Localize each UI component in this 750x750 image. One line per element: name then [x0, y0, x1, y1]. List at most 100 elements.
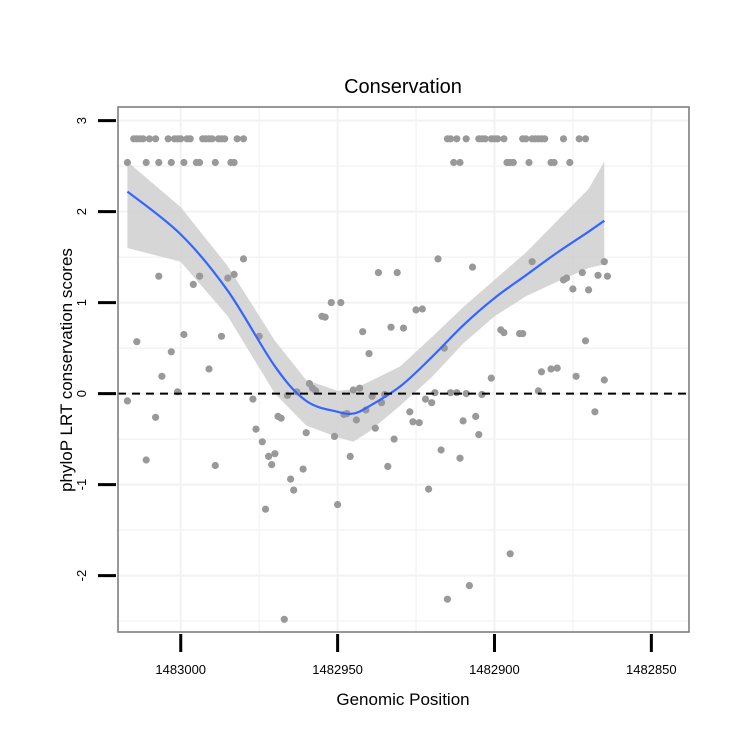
loess-fit-line: [126, 190, 605, 416]
data-point: [525, 158, 533, 167]
y-axis-title: phyloP LRT conservation scores: [57, 248, 76, 492]
data-point: [224, 274, 232, 282]
data-point: [506, 550, 514, 558]
data-point: [600, 258, 608, 266]
panel-border: [117, 106, 690, 633]
data-point: [500, 329, 508, 337]
data-point: [462, 135, 470, 143]
data-point: [359, 328, 367, 336]
data-point: [211, 461, 219, 470]
data-point: [509, 158, 517, 167]
data-point: [434, 255, 442, 263]
data-point: [390, 435, 398, 443]
data-point: [409, 418, 417, 426]
data-point: [591, 408, 599, 416]
y-tick-label: -1: [74, 479, 89, 491]
x-tick-label: 1482900: [469, 662, 520, 677]
data-point: [145, 135, 153, 143]
data-point: [239, 255, 248, 263]
data-point: [302, 429, 310, 437]
data-point: [500, 135, 508, 143]
confidence-ribbon-layer: [127, 161, 605, 442]
data-point: [290, 486, 298, 494]
data-point: [249, 395, 257, 403]
data-point: [425, 485, 433, 493]
data-point: [217, 332, 226, 340]
data-point: [563, 274, 571, 282]
data-point: [180, 158, 188, 167]
data-point: [594, 271, 602, 279]
data-point: [399, 324, 408, 332]
data-point: [258, 438, 266, 446]
y-tick-label: 3: [74, 117, 89, 124]
data-point: [139, 135, 147, 143]
data-point: [537, 368, 546, 376]
data-point: [384, 462, 392, 470]
data-point: [268, 461, 276, 469]
x-tick-label: 1483000: [155, 662, 206, 677]
data-point: [572, 372, 580, 380]
data-point: [443, 595, 451, 603]
data-point: [428, 399, 436, 407]
data-point: [481, 135, 489, 143]
data-point: [559, 135, 568, 143]
data-point: [566, 158, 574, 167]
data-point: [330, 432, 339, 440]
data-point: [447, 135, 455, 143]
data-point: [142, 158, 150, 167]
data-point: [352, 416, 360, 424]
data-point: [155, 158, 163, 167]
grid-lines: [118, 107, 689, 632]
data-point: [334, 501, 342, 509]
data-point: [152, 413, 160, 421]
data-point: [447, 389, 455, 397]
data-point: [519, 330, 527, 338]
data-point: [321, 313, 329, 321]
data-point: [487, 374, 495, 382]
data-point: [211, 158, 219, 167]
data-point: [164, 135, 172, 143]
data-point: [406, 408, 414, 416]
data-point: [186, 135, 194, 143]
data-point: [177, 135, 185, 143]
data-point: [459, 417, 467, 425]
data-point: [585, 286, 593, 294]
data-point: [472, 412, 480, 420]
data-point: [600, 376, 608, 384]
data-point: [553, 364, 561, 372]
data-point: [152, 135, 160, 143]
y-tick-label: 1: [74, 299, 89, 306]
data-point: [450, 158, 458, 167]
data-point: [271, 450, 279, 458]
data-point: [167, 158, 175, 167]
data-point: [299, 465, 307, 473]
data-point: [393, 269, 401, 277]
data-point: [346, 452, 354, 460]
data-point: [327, 299, 335, 307]
data-point: [465, 582, 473, 590]
data-point: [575, 135, 583, 143]
data-point: [603, 272, 612, 280]
smooth-line-layer: [126, 190, 605, 416]
data-point: [365, 350, 373, 358]
data-point: [158, 372, 166, 380]
data-point: [230, 158, 238, 167]
data-point: [421, 395, 430, 403]
x-axis-title: Genomic Position: [336, 690, 469, 709]
data-point: [418, 305, 426, 313]
data-point: [453, 135, 461, 143]
data-point: [196, 158, 204, 167]
scatter-points: [123, 135, 612, 623]
y-tick-label: 0: [74, 390, 89, 397]
data-point: [581, 135, 590, 143]
x-axis: 1483000 1482950 1482900 1482850: [155, 634, 677, 677]
data-point: [415, 419, 423, 427]
data-point: [155, 272, 163, 280]
data-point: [349, 386, 357, 394]
data-point: [387, 323, 395, 331]
data-point: [133, 338, 141, 346]
data-point: [123, 397, 131, 405]
data-point: [277, 414, 285, 422]
